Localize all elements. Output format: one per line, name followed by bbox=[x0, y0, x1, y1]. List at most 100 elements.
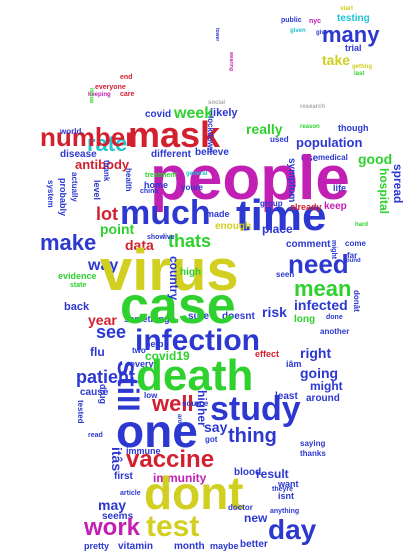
word-place: place bbox=[262, 222, 293, 236]
word-tower: tower bbox=[214, 28, 220, 42]
word-flu: flu bbox=[90, 345, 105, 359]
word-hard: hard bbox=[355, 222, 369, 228]
word-found: found bbox=[344, 258, 361, 264]
word-much: much bbox=[120, 194, 211, 232]
word-thats: thats bbox=[168, 231, 212, 251]
word-case: case bbox=[120, 277, 236, 335]
word-seen: seen bbox=[276, 270, 295, 279]
word-comment: comment bbox=[286, 239, 331, 250]
word-source: source bbox=[182, 399, 209, 408]
word-come: come bbox=[345, 239, 366, 248]
word-first: first bbox=[114, 471, 133, 482]
word-two: two bbox=[132, 346, 146, 355]
word-take: take bbox=[322, 52, 351, 68]
word-way: way bbox=[88, 257, 119, 274]
word-trial: trial bbox=[345, 43, 362, 53]
word-test: test bbox=[146, 510, 200, 543]
word-people: people bbox=[150, 144, 350, 213]
word-antibody: antibody bbox=[75, 157, 130, 172]
word-covid19: covid19 bbox=[145, 349, 190, 363]
word-vaccine: vaccine bbox=[126, 446, 215, 473]
word-got: got bbox=[205, 435, 218, 444]
word-risk: risk bbox=[262, 304, 287, 320]
word-going: going bbox=[300, 365, 339, 381]
word-point: point bbox=[100, 221, 135, 237]
word-world: world bbox=[60, 127, 82, 136]
word-china: china bbox=[140, 188, 159, 195]
word-live: live bbox=[163, 234, 175, 241]
word-iam: iâm bbox=[286, 359, 302, 369]
word-likely: likely bbox=[210, 107, 238, 119]
word-care: care bbox=[120, 91, 135, 98]
word-though: though bbox=[338, 123, 369, 133]
word-nyc: nyc bbox=[309, 18, 322, 25]
word-help: help bbox=[145, 339, 164, 349]
word-really: really bbox=[246, 121, 283, 137]
word-another: another bbox=[320, 327, 350, 336]
word-still: still bbox=[111, 360, 144, 412]
word-infected: infected bbox=[294, 297, 348, 313]
word-year: year bbox=[88, 312, 117, 328]
word-system: system bbox=[46, 180, 55, 208]
word-well: well bbox=[152, 391, 194, 416]
word-donat: donât bbox=[352, 290, 361, 312]
word-end: end bbox=[120, 74, 133, 81]
word-article: article bbox=[120, 490, 141, 497]
word-vitamin: vitamin bbox=[118, 541, 154, 552]
word-month: month bbox=[174, 541, 205, 552]
word-sure: sure bbox=[188, 311, 210, 322]
word-spread: spread bbox=[391, 164, 405, 204]
word-thank: thank bbox=[102, 160, 111, 182]
word-say: say bbox=[204, 419, 228, 435]
word-every: every bbox=[130, 359, 154, 369]
word-drug: drug bbox=[98, 384, 108, 404]
word-show: show bbox=[147, 234, 165, 241]
word-immune: immune bbox=[126, 446, 161, 456]
word-virus: virus bbox=[100, 238, 239, 303]
word-around: around bbox=[306, 393, 340, 404]
word-done: done bbox=[326, 314, 343, 321]
word-many: many bbox=[322, 22, 380, 47]
word-covid: covid bbox=[145, 109, 172, 120]
word-home: home bbox=[144, 180, 169, 190]
word-need: need bbox=[288, 249, 349, 279]
word-different: different bbox=[151, 149, 191, 160]
word-life: life bbox=[333, 183, 347, 193]
word-week: week bbox=[174, 105, 214, 122]
word-doctor: doctor bbox=[228, 503, 253, 512]
word-maybe: maybe bbox=[210, 541, 239, 551]
word-wearing: wearing bbox=[228, 52, 234, 71]
word-youre: youre bbox=[181, 183, 203, 192]
word-probably: probably bbox=[58, 178, 68, 217]
word-mask: mask bbox=[128, 114, 221, 155]
word-theyre: theyre bbox=[272, 486, 294, 493]
word-testing: testing bbox=[337, 13, 370, 24]
word-lockdown: lockdown bbox=[206, 116, 215, 153]
word-time: time bbox=[236, 191, 327, 240]
word-social: social bbox=[208, 100, 226, 106]
word-far: far bbox=[347, 251, 358, 260]
word-new: new bbox=[244, 511, 268, 525]
word-might2: might bbox=[330, 240, 337, 260]
word-reason: reason bbox=[300, 124, 320, 130]
word-good: good bbox=[358, 151, 393, 167]
word-mean: mean bbox=[294, 276, 352, 301]
word-better: better bbox=[240, 539, 268, 550]
word-around2: around bbox=[176, 414, 182, 435]
word-anything: anything bbox=[270, 508, 300, 515]
word-thing: thing bbox=[228, 425, 277, 447]
word-data: data bbox=[125, 237, 154, 253]
word-group: group bbox=[260, 199, 283, 208]
word-day: day bbox=[268, 514, 317, 545]
word-see: see bbox=[96, 322, 127, 342]
word-make: make bbox=[40, 230, 97, 255]
word-keeping: keeping bbox=[88, 92, 111, 98]
word-evidence: evidence bbox=[58, 271, 97, 281]
word-saying: saying bbox=[300, 439, 326, 448]
word-right: right bbox=[300, 345, 332, 361]
word-high: high bbox=[180, 267, 202, 278]
word-everyone: everyone bbox=[95, 84, 126, 91]
word-start: start bbox=[340, 6, 354, 12]
word-might: might bbox=[310, 379, 343, 393]
